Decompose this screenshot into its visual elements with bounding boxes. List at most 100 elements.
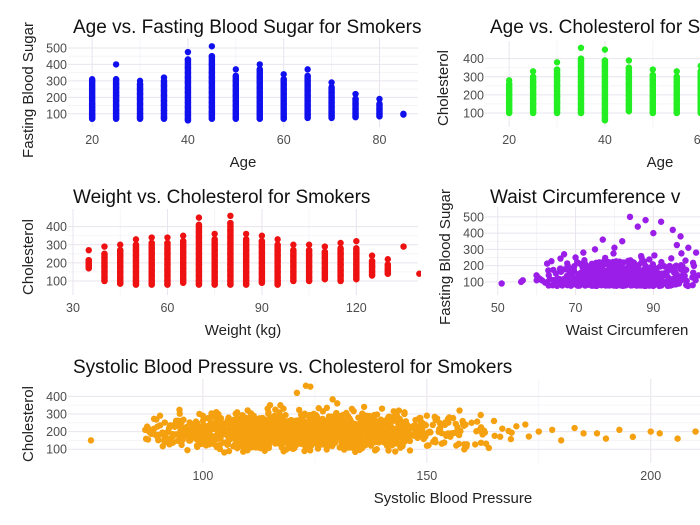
data-point (232, 421, 239, 428)
data-point (614, 262, 621, 269)
y-tick-label: 300 (46, 238, 67, 252)
data-point (304, 425, 311, 433)
data-point (176, 410, 183, 417)
y-axis-label: Cholesterol (20, 219, 37, 295)
data-point (625, 57, 633, 64)
data-point (199, 417, 207, 424)
data-point (657, 218, 665, 225)
y-tick-label: 300 (463, 243, 484, 257)
data-point (292, 418, 299, 425)
y-tick-label: 400 (463, 227, 484, 241)
data-point (179, 232, 187, 239)
data-point (378, 420, 386, 427)
data-point (438, 429, 445, 437)
data-point (333, 413, 340, 420)
data-point (556, 265, 564, 273)
y-tick-label: 100 (46, 274, 67, 288)
data-point (183, 424, 190, 432)
data-point (580, 430, 587, 437)
data-point (207, 414, 214, 421)
data-point (145, 428, 153, 435)
data-point (557, 437, 565, 444)
data-point (353, 438, 360, 445)
data-point (673, 241, 681, 249)
data-point (481, 429, 489, 436)
data-point (577, 44, 585, 52)
data-point (213, 408, 220, 416)
data-point (660, 278, 667, 285)
data-point (216, 445, 224, 453)
y-tick-label: 200 (46, 91, 67, 105)
x-tick-label: 90 (255, 301, 269, 315)
data-point (477, 411, 484, 419)
data-point (291, 441, 298, 449)
data-point (230, 443, 237, 450)
data-point (685, 244, 692, 251)
data-point (313, 413, 320, 421)
data-point (582, 266, 589, 273)
data-point (305, 420, 312, 427)
data-point (171, 423, 178, 430)
scatter-points (505, 44, 700, 124)
data-point (423, 442, 431, 449)
data-point (656, 263, 664, 270)
data-point (477, 424, 485, 431)
data-point (678, 250, 685, 257)
data-point (647, 428, 654, 435)
data-point (697, 62, 700, 70)
data-point (287, 435, 294, 442)
data-point (352, 90, 359, 98)
data-point (385, 447, 392, 454)
data-point (400, 437, 408, 445)
data-point (347, 433, 354, 440)
data-point (178, 441, 185, 449)
data-point (421, 421, 428, 428)
data-point (238, 430, 245, 437)
x-tick-label: 120 (346, 301, 367, 315)
data-point (620, 259, 627, 266)
data-point (392, 448, 399, 455)
panel-systolic-bp-vs-cholesterol: Systolic Blood Pressure vs. Cholesterol … (20, 357, 700, 507)
data-point (357, 445, 365, 452)
data-point (195, 214, 203, 221)
data-point (311, 433, 319, 441)
x-tick-label: 70 (569, 301, 583, 315)
data-point (271, 417, 278, 425)
data-point (679, 262, 686, 270)
data-point (410, 422, 417, 430)
panel-title: Systolic Blood Pressure vs. Cholesterol … (73, 357, 512, 378)
data-point (385, 413, 392, 421)
data-point (148, 234, 155, 241)
data-point (543, 278, 551, 286)
x-tick-label: 90 (646, 301, 660, 315)
data-point (529, 68, 537, 75)
y-tick-label: 400 (46, 390, 67, 404)
data-point (513, 423, 520, 430)
data-point (332, 417, 340, 425)
data-point (220, 430, 228, 438)
data-point (673, 68, 680, 75)
data-point (472, 441, 479, 448)
data-point (179, 436, 186, 443)
x-tick-label: 60 (694, 133, 700, 147)
data-point (327, 428, 335, 435)
data-point (592, 269, 600, 277)
data-point (363, 422, 370, 430)
data-point (412, 416, 419, 424)
data-point (607, 278, 614, 285)
data-point (405, 429, 413, 437)
data-point (258, 232, 266, 239)
data-point (177, 417, 184, 425)
data-point (201, 429, 208, 436)
data-point (658, 272, 666, 279)
data-point (401, 410, 408, 418)
data-point (634, 223, 641, 230)
data-point (390, 408, 397, 415)
data-point (599, 262, 607, 269)
y-tick-label: 200 (46, 256, 67, 270)
data-point (268, 429, 275, 437)
data-point (404, 422, 411, 429)
data-point (174, 437, 181, 445)
plot-area: 100 150 200 100 200 300 400 (46, 379, 700, 483)
data-point (371, 447, 379, 454)
